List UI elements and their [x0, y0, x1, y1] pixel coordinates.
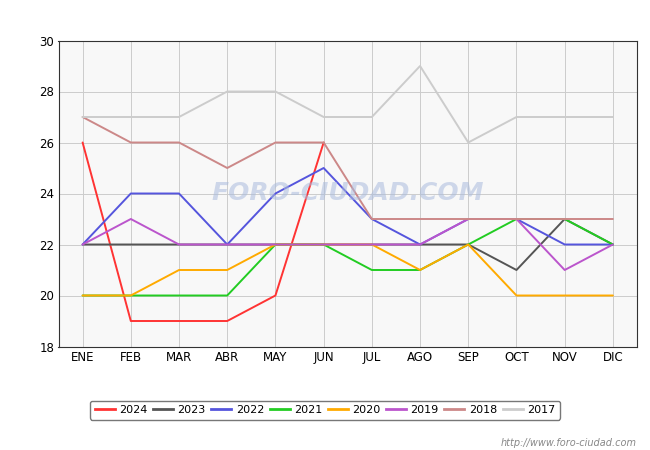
Text: Afiliados en Canillas de Río Tuerto a 31/5/2024: Afiliados en Canillas de Río Tuerto a 31…: [131, 11, 519, 29]
Text: http://www.foro-ciudad.com: http://www.foro-ciudad.com: [501, 438, 637, 448]
Legend: 2024, 2023, 2022, 2021, 2020, 2019, 2018, 2017: 2024, 2023, 2022, 2021, 2020, 2019, 2018…: [90, 401, 560, 420]
Text: FORO-CIUDAD.COM: FORO-CIUDAD.COM: [211, 181, 484, 206]
